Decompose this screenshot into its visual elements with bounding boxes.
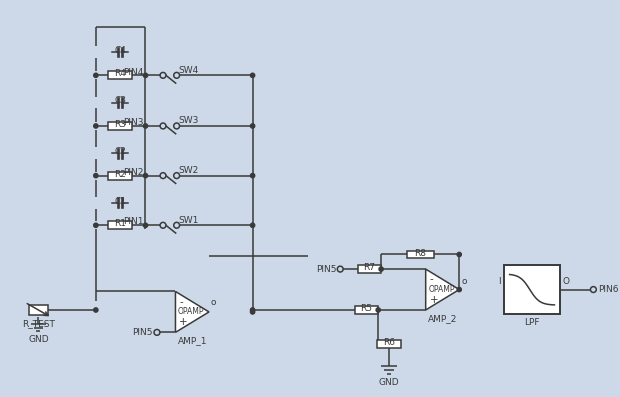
Circle shape xyxy=(174,173,180,179)
Text: OPAMP: OPAMP xyxy=(428,285,454,294)
Circle shape xyxy=(160,222,166,228)
Circle shape xyxy=(250,173,255,178)
Text: +: + xyxy=(430,295,438,305)
Text: PIN3: PIN3 xyxy=(123,118,144,127)
Text: C1: C1 xyxy=(114,197,126,206)
Bar xyxy=(108,222,132,229)
Text: SW4: SW4 xyxy=(179,66,199,75)
Circle shape xyxy=(337,266,343,272)
Bar xyxy=(29,305,48,315)
Text: -: - xyxy=(430,274,433,284)
Bar xyxy=(108,172,132,179)
Circle shape xyxy=(379,267,383,271)
Text: GND: GND xyxy=(379,378,399,387)
Bar xyxy=(377,340,401,348)
Circle shape xyxy=(457,252,461,256)
Circle shape xyxy=(250,73,255,77)
Text: PIN5: PIN5 xyxy=(133,328,153,337)
Circle shape xyxy=(250,310,255,314)
Bar xyxy=(108,71,132,79)
Text: PIN6: PIN6 xyxy=(598,285,619,294)
Circle shape xyxy=(160,173,166,179)
Text: C4: C4 xyxy=(114,46,126,55)
Polygon shape xyxy=(175,291,209,332)
Text: -: - xyxy=(179,297,183,307)
Text: C2: C2 xyxy=(114,147,126,156)
Text: GND: GND xyxy=(28,335,49,344)
Text: o: o xyxy=(211,298,216,307)
Text: AMP_1: AMP_1 xyxy=(177,336,207,345)
Text: SW2: SW2 xyxy=(179,166,199,175)
Text: O: O xyxy=(562,277,569,286)
Circle shape xyxy=(590,287,596,293)
Circle shape xyxy=(160,72,166,78)
Text: OPAMP: OPAMP xyxy=(178,307,205,316)
Bar xyxy=(355,306,378,314)
Text: PIN4: PIN4 xyxy=(123,67,144,77)
Circle shape xyxy=(94,173,98,178)
Text: R3: R3 xyxy=(114,120,126,129)
Polygon shape xyxy=(426,269,459,310)
Text: R8: R8 xyxy=(414,249,426,258)
Text: R5: R5 xyxy=(360,304,373,313)
Circle shape xyxy=(94,124,98,128)
Circle shape xyxy=(174,123,180,129)
Text: C3: C3 xyxy=(114,96,126,105)
Circle shape xyxy=(154,330,160,335)
Circle shape xyxy=(143,173,148,178)
Circle shape xyxy=(250,223,255,227)
Text: LPF: LPF xyxy=(525,318,540,327)
Circle shape xyxy=(94,223,98,227)
Bar xyxy=(504,265,560,314)
Circle shape xyxy=(457,287,461,292)
Text: R2: R2 xyxy=(114,170,126,179)
Bar xyxy=(407,251,434,258)
Circle shape xyxy=(174,222,180,228)
Circle shape xyxy=(174,72,180,78)
Text: R1: R1 xyxy=(114,220,126,228)
Circle shape xyxy=(250,308,255,312)
Text: +: + xyxy=(179,317,188,327)
Text: o: o xyxy=(461,277,467,286)
Text: R4: R4 xyxy=(114,69,126,79)
Circle shape xyxy=(143,223,148,227)
Text: PIN2: PIN2 xyxy=(123,168,144,177)
Circle shape xyxy=(143,124,148,128)
Circle shape xyxy=(143,73,148,77)
Circle shape xyxy=(376,308,380,312)
Text: I: I xyxy=(498,277,501,286)
Text: R_TEST: R_TEST xyxy=(22,319,55,328)
Text: R6: R6 xyxy=(383,338,395,347)
Text: PIN5: PIN5 xyxy=(316,264,336,274)
Bar xyxy=(108,122,132,130)
Text: PIN1: PIN1 xyxy=(123,218,144,226)
Text: SW1: SW1 xyxy=(179,216,199,225)
Circle shape xyxy=(250,124,255,128)
Text: AMP_2: AMP_2 xyxy=(428,314,457,323)
Circle shape xyxy=(160,123,166,129)
Circle shape xyxy=(94,73,98,77)
Bar xyxy=(358,265,381,273)
Text: R7: R7 xyxy=(363,263,376,272)
Text: SW3: SW3 xyxy=(179,116,199,125)
Circle shape xyxy=(94,308,98,312)
